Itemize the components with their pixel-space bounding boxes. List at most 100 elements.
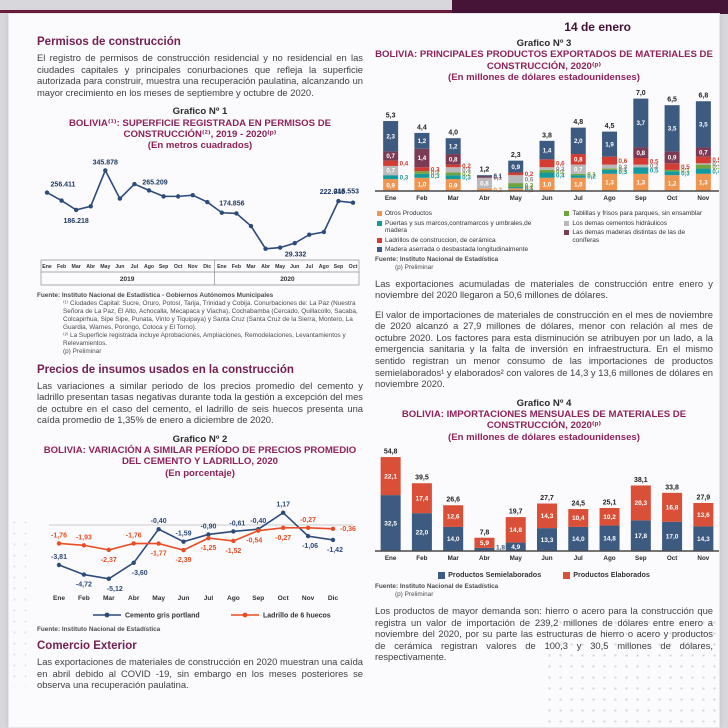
svg-text:0,3: 0,3 (431, 173, 440, 180)
svg-text:1,8: 1,8 (496, 544, 505, 551)
svg-text:Ladrillo de 6 huecos: Ladrillo de 6 huecos (263, 613, 331, 620)
svg-text:0,9: 0,9 (449, 183, 458, 190)
svg-text:-3,81: -3,81 (51, 554, 67, 561)
svg-text:Feb: Feb (78, 595, 90, 602)
svg-text:Ago: Ago (144, 264, 154, 270)
svg-text:0,2: 0,2 (556, 169, 565, 176)
svg-text:Jun: Jun (115, 264, 124, 270)
svg-text:1,2: 1,2 (449, 144, 458, 151)
legend-color-swatch (377, 220, 382, 226)
svg-text:0,3: 0,3 (431, 167, 440, 174)
svg-text:4,4: 4,4 (417, 125, 427, 132)
svg-text:215.553: 215.553 (334, 188, 359, 195)
legend-color-swatch (564, 230, 570, 236)
chart1-title: BOLIVIA⁽¹⁾: SUPERFICIE REGISTRADA EN PER… (68, 117, 332, 140)
svg-text:Jun: Jun (541, 555, 552, 562)
svg-text:Jul: Jul (574, 555, 583, 562)
svg-text:-1,76: -1,76 (126, 532, 142, 539)
svg-text:27,7: 27,7 (540, 495, 554, 502)
chart1-footnote-line: Fuente: Instituto Nacional de Estadístic… (37, 291, 274, 299)
legend-color-swatch (564, 220, 570, 226)
svg-text:7,0: 7,0 (636, 90, 646, 97)
svg-text:Nov: Nov (697, 555, 709, 562)
svg-text:0,1: 0,1 (587, 172, 596, 179)
svg-text:22,1: 22,1 (384, 473, 397, 480)
demanda-paragraph: Los productos de mayor demanda son: hier… (375, 605, 713, 663)
legend-color-swatch (377, 237, 382, 243)
svg-text:0,9: 0,9 (511, 164, 520, 171)
svg-text:0,6: 0,6 (556, 161, 565, 168)
svg-text:Feb: Feb (416, 195, 427, 202)
svg-text:Abr: Abr (479, 555, 490, 562)
legend-item-label: Ladrillos de construccion, de cerámica (385, 236, 496, 244)
svg-text:17,0: 17,0 (666, 533, 679, 540)
chart2-label: Grafico Nº 2 (172, 433, 228, 445)
svg-text:0,1: 0,1 (619, 167, 628, 174)
svg-text:Ago: Ago (319, 264, 329, 270)
chart2-title: BOLIVIA: VARIACIÓN A SIMILAR PERÍODO DE … (43, 445, 357, 468)
svg-text:0,2: 0,2 (587, 174, 596, 181)
chart3-header: Grafico Nº 3 BOLIVIA: PRINCIPALES PRODUC… (375, 38, 713, 83)
svg-text:186.218: 186.218 (63, 217, 88, 224)
chart1-subtitle: (En metros cuadrados) (147, 140, 253, 152)
svg-text:-2,39: -2,39 (176, 557, 192, 564)
svg-text:4,9: 4,9 (511, 544, 520, 551)
svg-text:-0,36: -0,36 (340, 526, 356, 533)
svg-text:0,2: 0,2 (462, 163, 471, 170)
section-heading-precios: Precios de insumos usados en la construc… (37, 363, 294, 376)
svg-text:Feb: Feb (416, 555, 427, 562)
legend-item-label: Los demas cementos hidráulicos (572, 219, 668, 227)
svg-text:1,3: 1,3 (637, 180, 646, 187)
right-column: Grafico Nº 3 BOLIVIA: PRINCIPALES PRODUC… (375, 36, 719, 699)
chart2-source-line: Fuente: Instituto Nacional de Estadístic… (37, 626, 161, 633)
svg-text:Sep: Sep (635, 555, 647, 562)
svg-text:0,3: 0,3 (400, 175, 409, 182)
svg-text:256.411: 256.411 (51, 181, 76, 188)
svg-text:-1,42: -1,42 (327, 547, 343, 554)
svg-text:0,8: 0,8 (637, 150, 646, 157)
top-accent-rule (0, 10, 452, 13)
svg-text:-0,27: -0,27 (275, 535, 291, 542)
svg-text:-1,77: -1,77 (151, 551, 167, 558)
svg-text:174.856: 174.856 (219, 200, 244, 207)
svg-text:0,3: 0,3 (712, 164, 719, 171)
svg-text:-1,52: -1,52 (225, 548, 241, 555)
header-purple-bar (452, 0, 728, 14)
svg-text:1,2: 1,2 (668, 181, 677, 188)
svg-text:0,8: 0,8 (574, 157, 583, 164)
two-column-layout: Permisos de construcción El registro de … (9, 36, 719, 699)
legend-item-label: Tablillas y frisos para parques, sin ens… (572, 210, 703, 218)
svg-text:0,8: 0,8 (449, 157, 458, 164)
svg-text:2,3: 2,3 (511, 152, 521, 159)
svg-text:3,8: 3,8 (542, 133, 552, 140)
svg-text:Jun: Jun (178, 595, 190, 602)
svg-text:0,5: 0,5 (650, 159, 659, 166)
svg-text:1,2: 1,2 (418, 138, 427, 145)
svg-text:May: May (275, 264, 285, 270)
chart4-source-line: Fuente: Instituto Nacional de Estadístic… (375, 583, 499, 591)
dot-pattern-bottom-right (544, 617, 719, 727)
svg-text:Mar: Mar (72, 264, 81, 270)
chart4-legend: Productos Semielaborados Productos Elabor… (375, 570, 713, 579)
svg-text:1,4: 1,4 (418, 155, 427, 162)
svg-text:0,3: 0,3 (619, 164, 628, 171)
svg-text:0,4: 0,4 (462, 167, 471, 174)
svg-text:0,6: 0,6 (619, 158, 628, 165)
svg-text:0,4: 0,4 (556, 173, 565, 180)
chart2-header: Grafico Nº 2 BOLIVIA: VARIACIÓN A SIMILA… (37, 434, 363, 479)
svg-text:Mar: Mar (448, 195, 460, 202)
svg-text:-0,40: -0,40 (250, 518, 266, 525)
svg-text:0,4: 0,4 (712, 169, 719, 176)
svg-text:Nov: Nov (302, 595, 315, 602)
svg-text:25,1: 25,1 (603, 499, 617, 506)
svg-text:0,7: 0,7 (574, 167, 583, 174)
permisos-paragraph: El registro de permisos de construcción … (37, 52, 363, 98)
svg-text:May: May (152, 595, 165, 602)
svg-text:0,5: 0,5 (681, 164, 690, 171)
svg-text:39,5: 39,5 (415, 475, 429, 482)
svg-text:-2,37: -2,37 (101, 557, 117, 564)
svg-text:Mar: Mar (246, 264, 255, 270)
dot-pattern-left (9, 517, 35, 687)
svg-text:0,7: 0,7 (386, 153, 395, 160)
svg-text:5,3: 5,3 (386, 113, 396, 120)
